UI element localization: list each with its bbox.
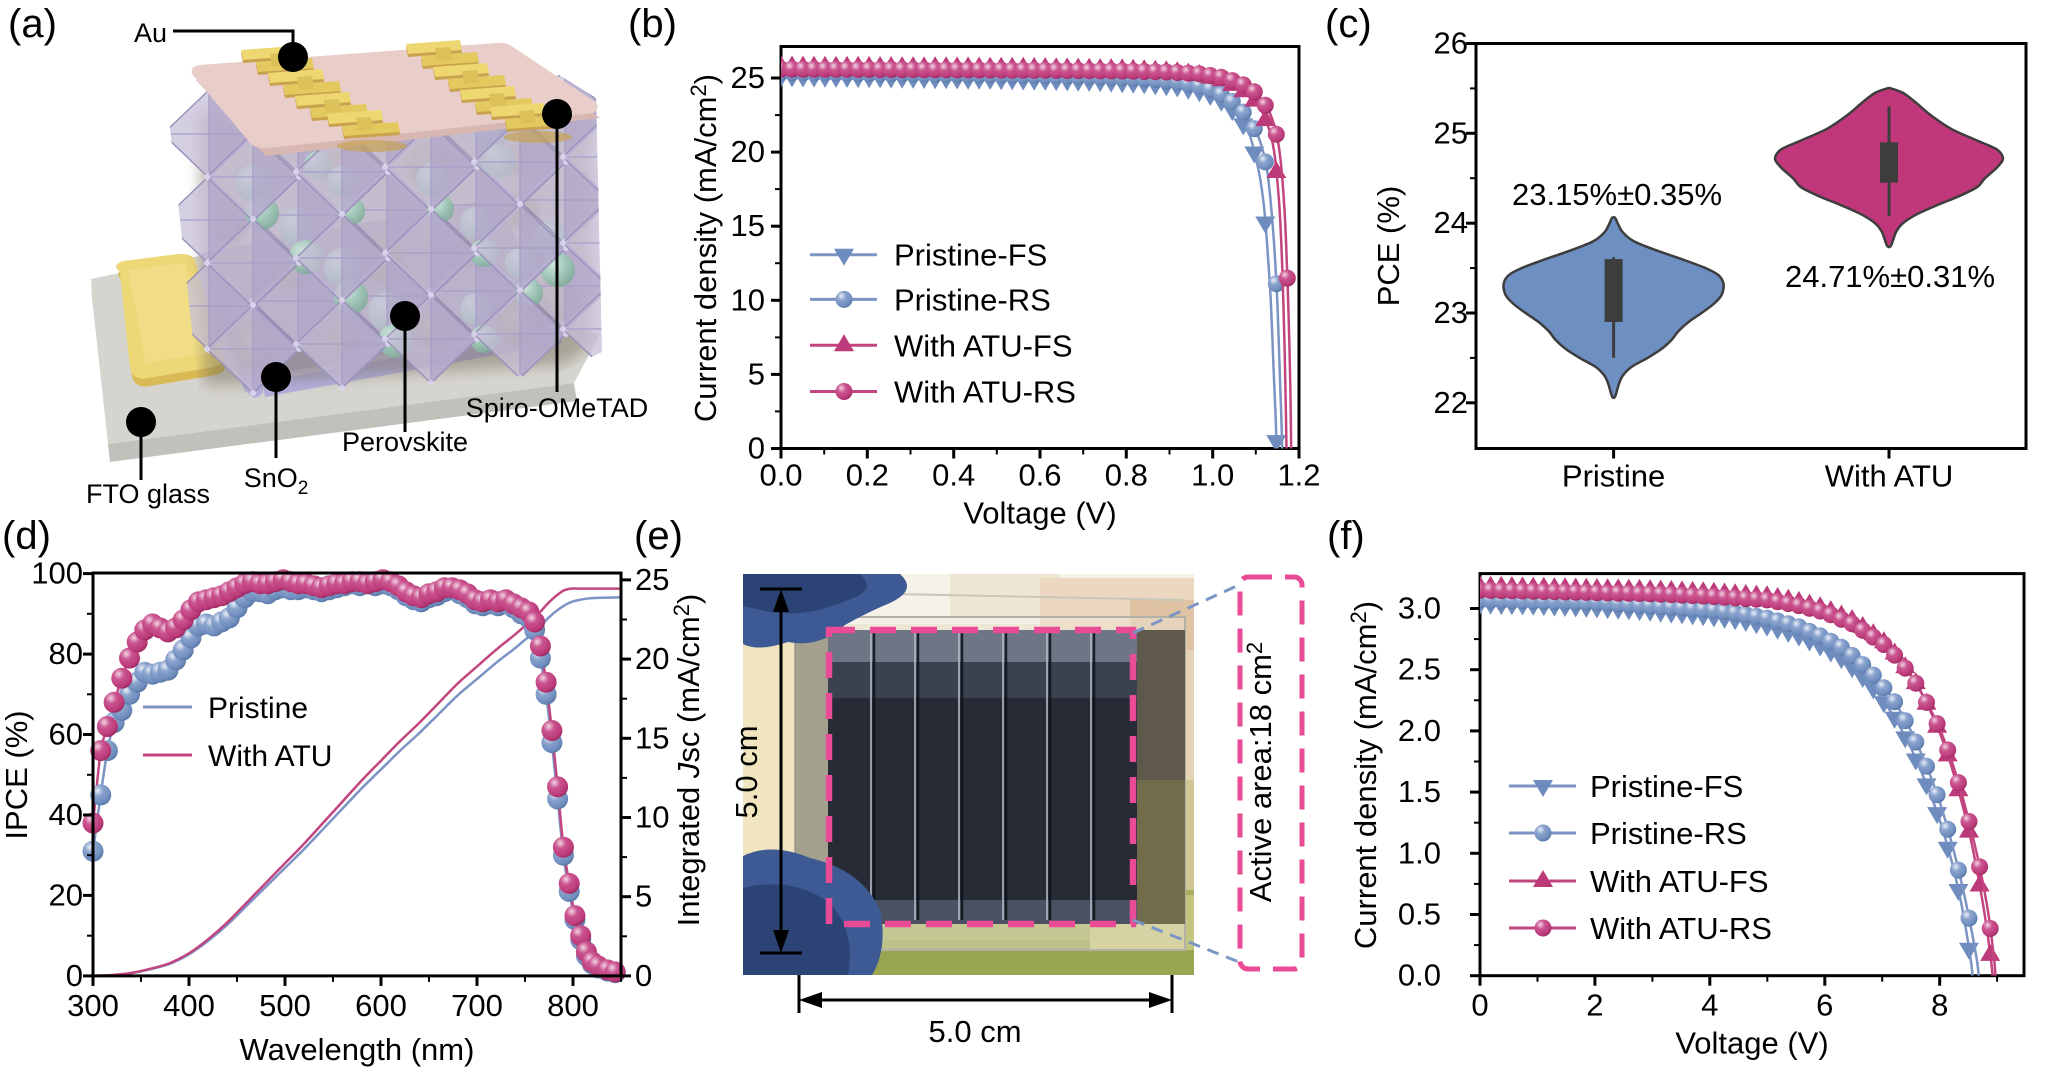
svg-text:10: 10 [635,800,669,835]
svg-text:(c): (c) [1325,2,1372,46]
svg-text:0.0: 0.0 [759,458,802,493]
svg-text:(e): (e) [634,514,683,558]
svg-text:24.71%±0.31%: 24.71%±0.31% [1785,259,1995,294]
svg-text:3.0: 3.0 [1398,591,1441,626]
svg-text:With ATU-RS: With ATU-RS [1590,911,1772,946]
svg-text:1.0: 1.0 [1398,835,1441,870]
svg-text:Current density (mA/cm2): Current density (mA/cm2) [686,74,723,422]
svg-text:0.0: 0.0 [1398,958,1441,993]
svg-text:Current density (mA/cm2): Current density (mA/cm2) [1346,601,1383,949]
svg-text:23.15%±0.35%: 23.15%±0.35% [1512,177,1722,212]
svg-text:6: 6 [1816,988,1833,1023]
svg-text:25: 25 [731,60,765,95]
svg-text:1.0: 1.0 [1191,458,1234,493]
svg-text:500: 500 [259,988,311,1023]
svg-text:0.5: 0.5 [1398,897,1441,932]
svg-text:IPCE (%): IPCE (%) [0,710,34,839]
svg-text:FTO glass: FTO glass [86,479,210,509]
svg-text:(d): (d) [2,514,51,558]
svg-text:100: 100 [31,556,83,591]
svg-text:Active area:18 cm2: Active area:18 cm2 [1242,642,1278,902]
svg-text:15: 15 [731,208,765,243]
svg-text:600: 600 [355,988,407,1023]
svg-text:700: 700 [451,988,503,1023]
svg-text:1.2: 1.2 [1277,458,1320,493]
svg-text:With ATU: With ATU [208,740,332,773]
svg-text:(f): (f) [1327,514,1365,558]
svg-text:4: 4 [1701,988,1718,1023]
svg-text:40: 40 [49,797,83,832]
svg-text:Voltage (V): Voltage (V) [1675,1026,1828,1061]
svg-text:5: 5 [635,879,652,914]
svg-text:5.0 cm: 5.0 cm [928,1014,1021,1049]
svg-text:400: 400 [163,988,215,1023]
svg-text:Pristine: Pristine [1562,459,1665,494]
svg-text:Wavelength (nm): Wavelength (nm) [240,1032,475,1067]
svg-text:0: 0 [66,958,83,993]
svg-text:Au: Au [134,18,167,48]
svg-text:Pristine-FS: Pristine-FS [894,238,1047,273]
svg-text:8: 8 [1931,988,1948,1023]
svg-text:24: 24 [1434,205,1468,240]
svg-text:300: 300 [67,988,119,1023]
svg-text:1.5: 1.5 [1398,774,1441,809]
svg-text:0: 0 [635,958,652,993]
svg-text:22: 22 [1434,385,1468,420]
svg-text:(b): (b) [628,2,677,46]
svg-text:Integrated Jsc (mA/cm2): Integrated Jsc (mA/cm2) [669,594,706,927]
svg-text:Pristine-FS: Pristine-FS [1590,769,1743,804]
svg-text:2.5: 2.5 [1398,652,1441,687]
svg-text:Pristine-RS: Pristine-RS [1590,816,1747,851]
svg-text:80: 80 [49,636,83,671]
svg-text:26: 26 [1434,26,1468,61]
svg-text:Voltage (V): Voltage (V) [963,496,1116,531]
svg-text:20: 20 [731,134,765,169]
svg-text:10: 10 [731,282,765,317]
svg-text:20: 20 [635,641,669,676]
svg-text:800: 800 [547,988,599,1023]
svg-text:PCE (%): PCE (%) [1371,186,1406,307]
svg-text:With ATU-RS: With ATU-RS [894,375,1076,410]
svg-text:2.0: 2.0 [1398,713,1441,748]
svg-text:25: 25 [635,562,669,597]
svg-text:Pristine-RS: Pristine-RS [894,282,1051,317]
svg-text:60: 60 [49,717,83,752]
svg-text:0.4: 0.4 [932,458,975,493]
svg-text:5.0 cm: 5.0 cm [729,725,764,818]
svg-text:25: 25 [1434,115,1468,150]
svg-text:20: 20 [49,877,83,912]
svg-text:Pristine: Pristine [208,692,308,725]
svg-text:23: 23 [1434,295,1468,330]
svg-text:0.6: 0.6 [1018,458,1061,493]
svg-text:15: 15 [635,720,669,755]
svg-text:0.2: 0.2 [846,458,889,493]
svg-text:0.8: 0.8 [1105,458,1148,493]
svg-text:With ATU: With ATU [1825,459,1954,494]
svg-text:With ATU-FS: With ATU-FS [894,328,1073,363]
svg-text:With ATU-FS: With ATU-FS [1590,864,1769,899]
svg-text:(a): (a) [8,2,57,46]
svg-text:5: 5 [748,356,765,391]
svg-text:0: 0 [748,431,765,466]
svg-text:Spiro-OMeTAD: Spiro-OMeTAD [466,393,649,423]
svg-text:0: 0 [1471,988,1488,1023]
svg-text:Perovskite: Perovskite [342,427,468,457]
svg-text:2: 2 [1586,988,1603,1023]
